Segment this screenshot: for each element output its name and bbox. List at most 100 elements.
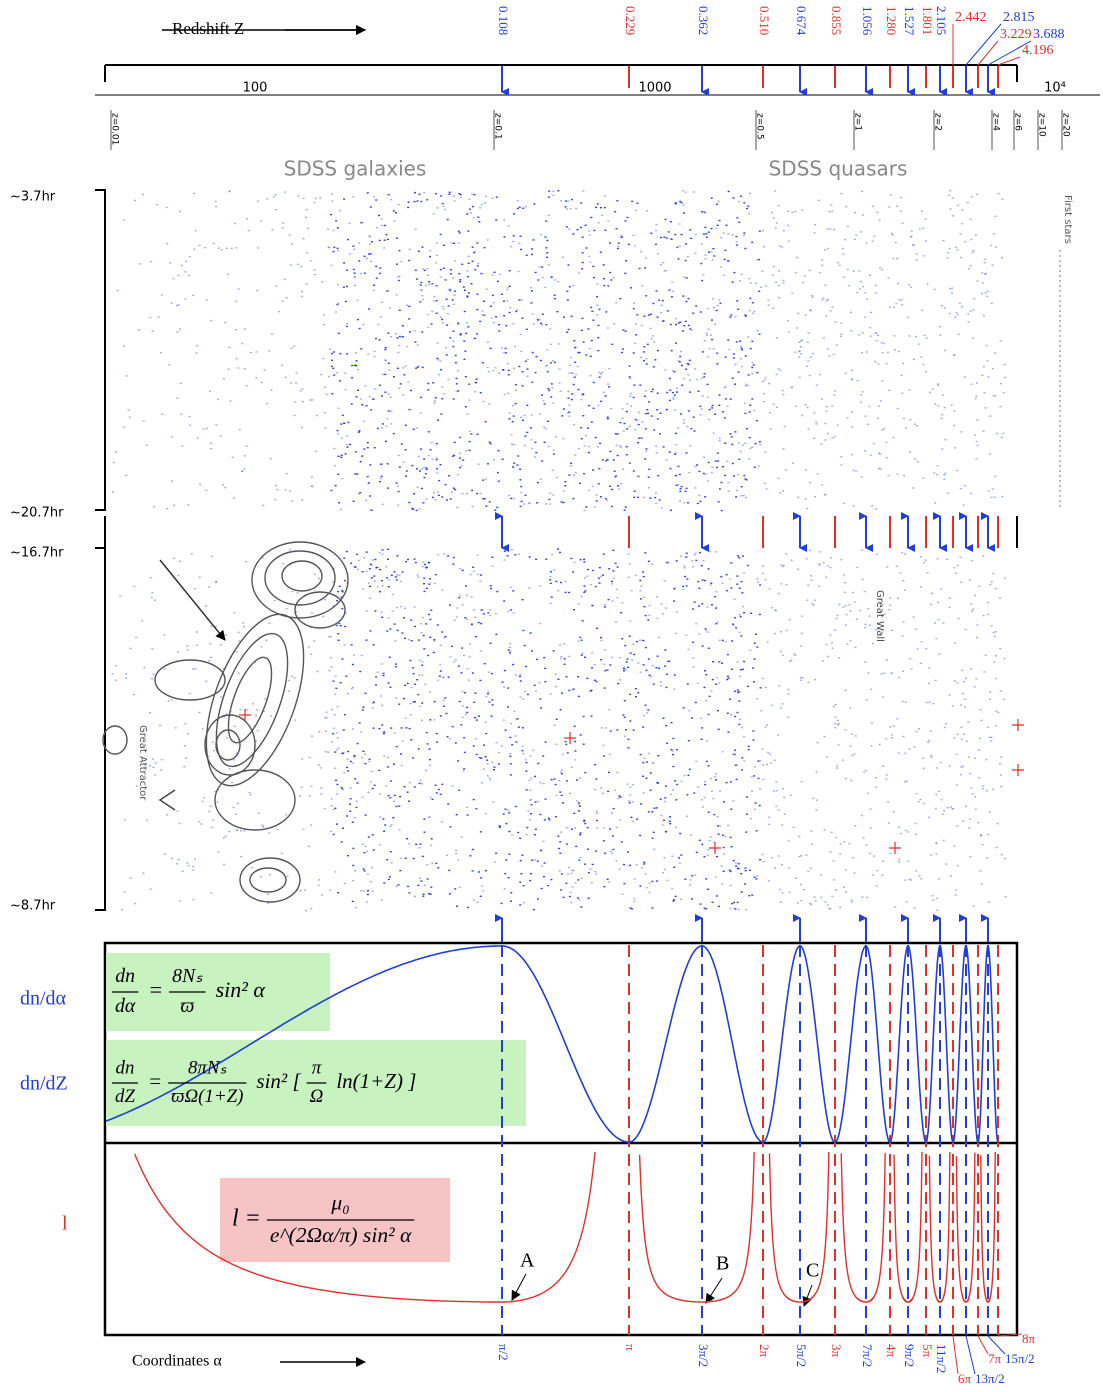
map-dot <box>982 785 984 786</box>
map-dot <box>848 843 850 844</box>
map-dot <box>688 472 690 473</box>
map-dot <box>840 333 842 334</box>
map-dot <box>834 394 836 395</box>
map-dot <box>675 827 677 828</box>
map-dot <box>847 269 849 270</box>
equation-num: dn <box>116 1058 135 1079</box>
map-dot <box>293 345 295 346</box>
map-dot <box>215 201 217 202</box>
map-dot <box>548 446 550 447</box>
map-dot <box>291 500 293 501</box>
map-dot <box>492 295 494 296</box>
map-dot <box>717 460 719 461</box>
map-dot <box>953 567 955 568</box>
map-dot <box>725 386 727 387</box>
map-dot <box>636 203 638 204</box>
map-dot <box>643 792 645 793</box>
map-dot <box>519 479 521 480</box>
map-dot <box>386 577 388 578</box>
map-dot <box>609 828 611 829</box>
map-dot <box>633 352 635 353</box>
map-dot <box>785 584 787 585</box>
map-dot <box>337 892 339 893</box>
map-dot <box>399 250 401 251</box>
map-dot <box>696 464 698 465</box>
map-dot <box>434 583 436 584</box>
map-dot <box>173 505 175 506</box>
map-dot <box>465 585 467 586</box>
map-dot <box>737 689 739 690</box>
map-dot <box>370 206 372 207</box>
map-dot <box>591 340 593 341</box>
map-dot <box>704 687 706 688</box>
map-dot <box>527 368 529 369</box>
map-dot <box>582 237 584 238</box>
map-dot <box>800 677 802 678</box>
map-dot <box>629 802 631 803</box>
map-dot <box>351 644 353 645</box>
map-dot <box>511 434 513 435</box>
map-dot <box>178 275 180 276</box>
map-dot <box>246 709 248 710</box>
map-dot <box>805 498 807 499</box>
map-dot <box>716 677 718 678</box>
map-dot <box>681 781 683 782</box>
map-dot <box>851 370 853 371</box>
map-dot <box>698 391 700 392</box>
map-dot <box>888 206 890 207</box>
map-dot <box>737 661 739 662</box>
map-dot <box>937 383 939 384</box>
map-dot <box>806 600 808 601</box>
map-dot <box>994 352 996 353</box>
map-dot <box>582 252 584 253</box>
map-dot <box>533 323 535 324</box>
map-dot <box>710 778 712 779</box>
map-dot <box>611 853 613 854</box>
map-dot <box>995 655 997 656</box>
map-dot <box>373 285 375 286</box>
map-dot <box>669 816 671 817</box>
map-dot <box>960 727 962 728</box>
map-dot <box>773 404 775 405</box>
map-dot <box>788 693 790 694</box>
map-dot <box>391 575 393 576</box>
map-dot <box>515 718 517 719</box>
map-dot <box>480 392 482 393</box>
map-dot <box>426 567 428 568</box>
map-dot <box>684 879 686 880</box>
map-dot <box>749 650 751 651</box>
map-dot <box>982 844 984 845</box>
map-dot <box>570 208 572 209</box>
map-dot <box>639 885 641 886</box>
map-dot <box>392 610 394 611</box>
map-dot <box>800 884 802 885</box>
map-dot <box>535 442 537 443</box>
map-dot <box>282 222 284 223</box>
map-dot <box>754 809 756 810</box>
map-dot <box>680 413 682 414</box>
map-dot <box>420 201 422 202</box>
map-dot <box>592 570 594 571</box>
map-dot <box>415 844 417 845</box>
map-dot <box>432 799 434 800</box>
map-dot <box>359 328 361 329</box>
map-dot <box>403 698 405 699</box>
map-dot <box>572 372 574 373</box>
map-dot <box>420 284 422 285</box>
map-dot <box>381 463 383 464</box>
map-dot <box>747 206 749 207</box>
map-dot <box>321 281 323 282</box>
map-dot <box>960 233 962 234</box>
map-dot <box>409 660 411 661</box>
map-dot <box>686 452 688 453</box>
map-dot <box>688 410 690 411</box>
map-dot <box>555 686 557 687</box>
map-dot <box>192 668 194 669</box>
map-dot <box>991 497 993 498</box>
map-dot <box>731 846 733 847</box>
map-dot <box>554 295 556 296</box>
map-dot <box>485 722 487 723</box>
map-dot <box>403 617 405 618</box>
map-dot <box>374 580 376 581</box>
map-dot <box>341 590 343 591</box>
